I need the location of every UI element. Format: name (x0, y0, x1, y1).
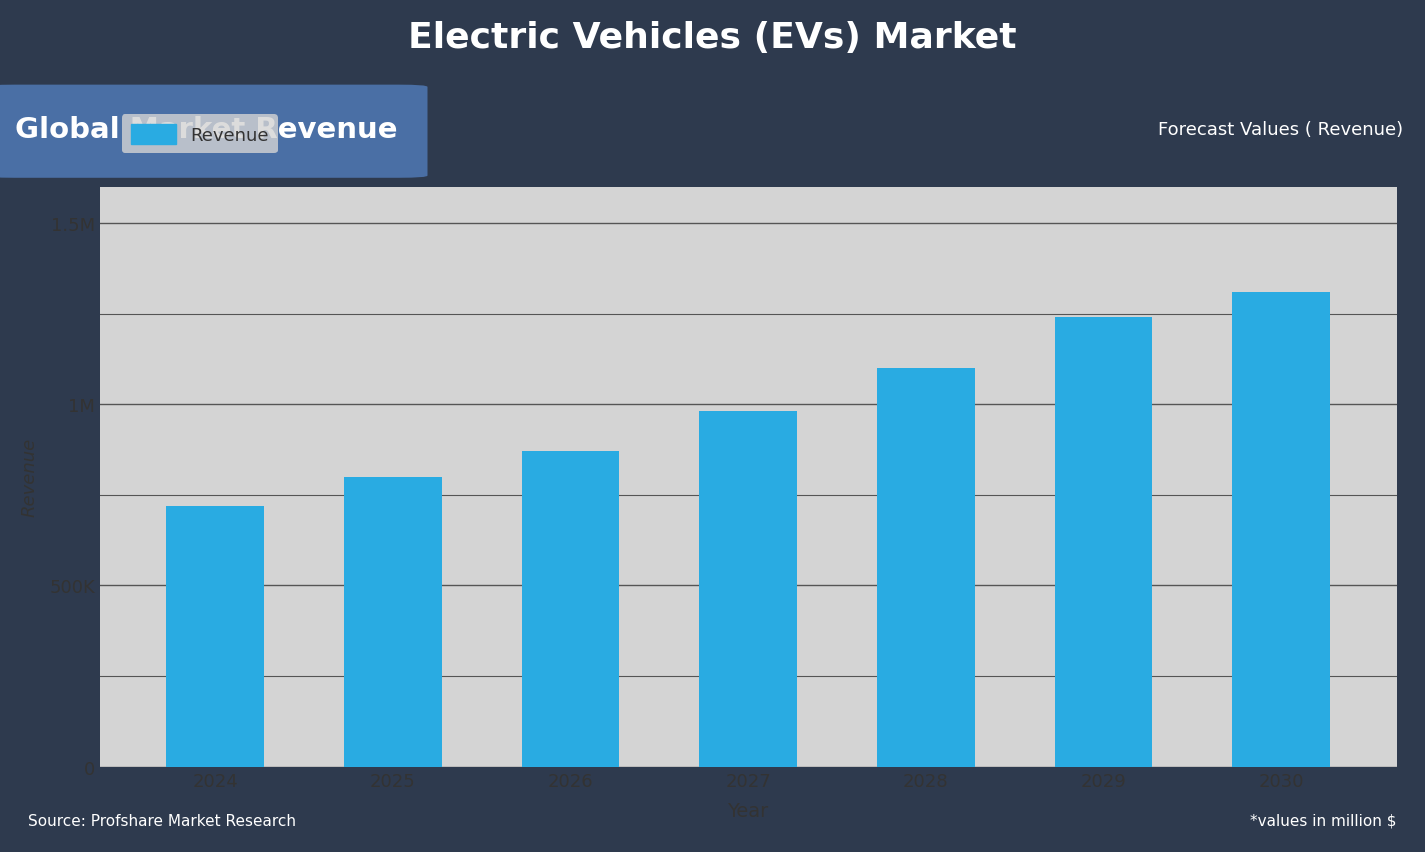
Text: Source: Profshare Market Research: Source: Profshare Market Research (28, 813, 296, 827)
Bar (700, 412, 797, 767)
FancyBboxPatch shape (0, 85, 428, 179)
X-axis label: Year: Year (728, 801, 768, 820)
Legend: Revenue: Revenue (121, 115, 278, 154)
Bar (1054, 318, 1153, 767)
Y-axis label: Revenue: Revenue (20, 438, 38, 516)
Text: Global Market Revenue: Global Market Revenue (16, 116, 398, 144)
Bar (343, 477, 442, 767)
Text: *values in million $: *values in million $ (1250, 813, 1396, 827)
Bar (876, 368, 975, 767)
Text: Electric Vehicles (EVs) Market: Electric Vehicles (EVs) Market (408, 21, 1017, 55)
Text: Forecast Values ( Revenue): Forecast Values ( Revenue) (1159, 121, 1404, 139)
Bar (522, 452, 620, 767)
Bar (167, 506, 264, 767)
Bar (1233, 292, 1330, 767)
